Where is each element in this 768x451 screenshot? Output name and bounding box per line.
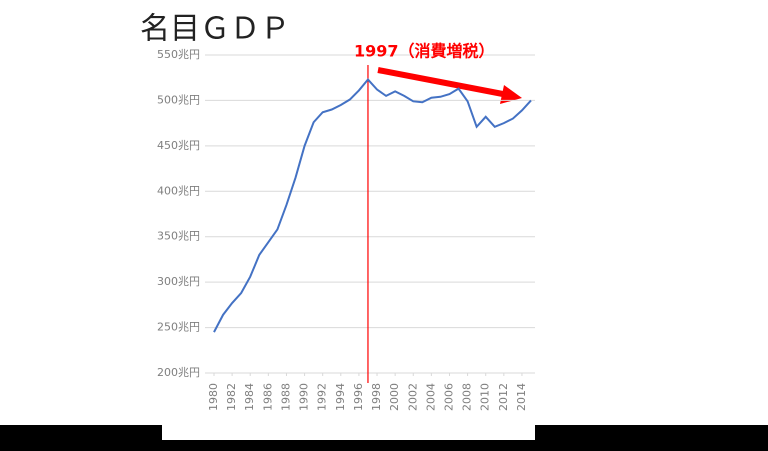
x-tick-label: 2000 <box>388 383 401 411</box>
arrow <box>377 67 509 98</box>
panel <box>0 0 768 425</box>
x-tick-label: 1984 <box>243 383 256 411</box>
y-tick-label: 200兆円 <box>157 366 200 379</box>
x-tick-label: 2006 <box>442 383 455 411</box>
y-tick-label: 250兆円 <box>157 321 200 334</box>
y-tick-label: 300兆円 <box>157 275 200 288</box>
chart-title: 名目ＧＤＰ <box>140 12 290 47</box>
x-tick-label: 2012 <box>497 383 510 411</box>
panel-tab <box>162 425 535 440</box>
x-tick-label: 1992 <box>316 383 329 411</box>
arrow-head <box>500 85 522 104</box>
y-tick-label: 550兆円 <box>157 48 200 61</box>
x-tick-label: 1982 <box>225 383 238 411</box>
x-tick-label: 1996 <box>352 383 365 411</box>
x-tick-label: 1998 <box>370 383 383 411</box>
y-tick-label: 400兆円 <box>157 184 200 197</box>
series-line <box>213 78 532 333</box>
x-tick-label: 2002 <box>406 383 419 411</box>
x-tick-label: 1994 <box>334 383 347 411</box>
x-tick-label: 2014 <box>515 383 528 411</box>
x-tick-label: 1986 <box>261 383 274 411</box>
x-tick-label: 1990 <box>298 383 311 411</box>
x-tick-label: 1980 <box>207 383 220 411</box>
x-tick-label: 1988 <box>279 383 292 411</box>
y-tick-label: 450兆円 <box>157 139 200 152</box>
y-tick-label: 350兆円 <box>157 230 200 243</box>
x-tick-label: 2004 <box>424 383 437 411</box>
annotation: 1997（消費増税） <box>354 42 495 61</box>
y-tick-label: 500兆円 <box>157 93 200 106</box>
x-tick-label: 2008 <box>461 383 474 411</box>
x-tick-label: 2010 <box>479 383 492 411</box>
